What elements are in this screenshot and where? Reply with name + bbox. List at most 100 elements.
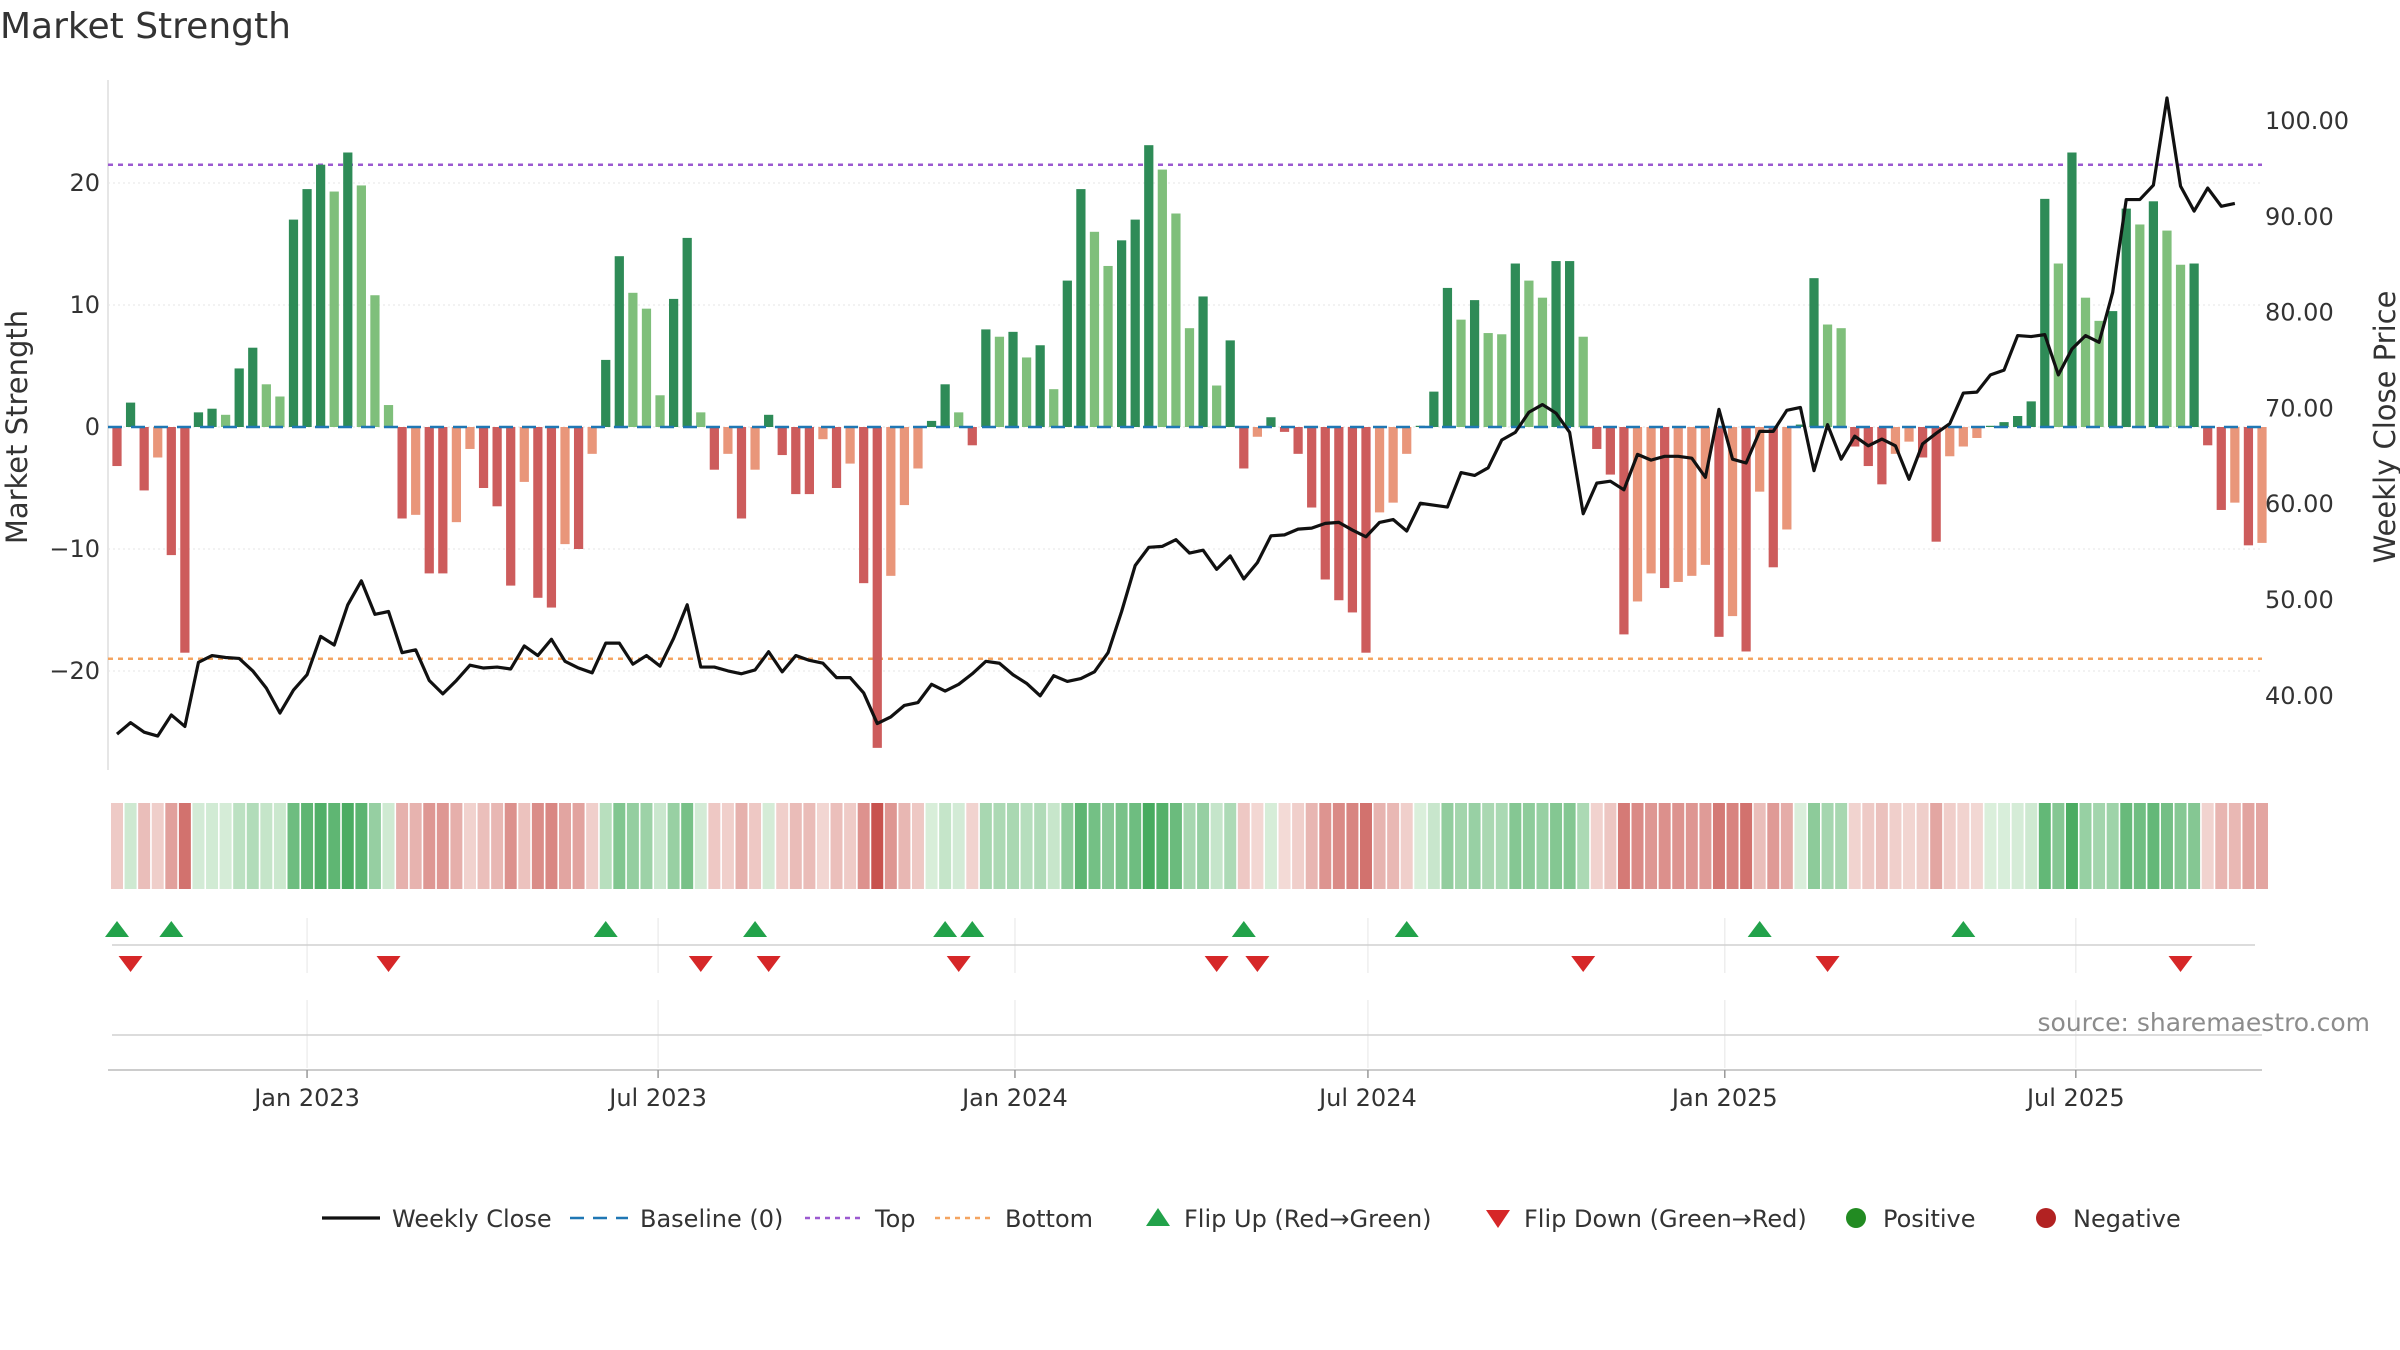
- strength-bar: [1157, 169, 1167, 427]
- strength-bar: [2135, 224, 2145, 427]
- heat-cell: [1916, 803, 1929, 889]
- strength-bar: [1958, 427, 1968, 447]
- heat-cell: [559, 803, 571, 889]
- strength-bar: [859, 427, 869, 584]
- strength-bar: [1239, 427, 1249, 469]
- heat-cell: [1115, 803, 1128, 889]
- strength-bar: [601, 359, 611, 427]
- heat-cell: [993, 803, 1006, 889]
- heat-cell: [409, 803, 422, 889]
- heat-cell: [1617, 803, 1630, 889]
- strength-bar: [1605, 427, 1615, 475]
- left-axis-title: Market Strength: [0, 310, 34, 544]
- heat-cell: [2188, 803, 2201, 889]
- heat-cell: [1305, 803, 1318, 889]
- heat-cell: [1251, 803, 1264, 889]
- strength-bar: [2175, 264, 2186, 427]
- heat-cell: [1007, 803, 1019, 889]
- date-axis: Jan 2023 Jul 2023 Jan 2024 Jul 2024 Jan 2025…: [108, 1069, 2262, 1112]
- strength-bar: [682, 237, 692, 427]
- legend-label: Flip Down (Green→Red): [1524, 1205, 1807, 1233]
- heat-cell: [273, 803, 286, 889]
- heat-cell: [138, 803, 151, 889]
- strength-bar: [1212, 385, 1222, 427]
- heat-cell: [1156, 803, 1169, 889]
- heat-cell: [396, 803, 409, 889]
- x-tick-label: Jan 2023: [252, 1084, 360, 1112]
- heat-cell: [654, 803, 667, 889]
- heat-cell: [2242, 803, 2255, 889]
- heat-cell: [1631, 803, 1644, 889]
- strength-bar: [940, 384, 950, 427]
- strength-bar: [1225, 340, 1235, 427]
- flip-up-marker: [159, 921, 184, 937]
- heat-cell: [1183, 803, 1196, 889]
- strength-bar: [1361, 427, 1371, 653]
- strength-bar: [1497, 334, 1507, 427]
- strength-bar: [1877, 427, 1887, 485]
- heat-cell: [681, 803, 694, 889]
- heat-cell: [1536, 803, 1549, 889]
- heat-cell: [2120, 803, 2133, 889]
- flip-down-marker: [376, 956, 401, 972]
- strength-bar: [655, 395, 665, 427]
- strength-bar: [1184, 328, 1195, 427]
- strength-bar: [207, 408, 217, 427]
- strength-bar: [329, 191, 339, 427]
- strength-bar: [2013, 416, 2023, 427]
- right-tick-label: 50.00: [2265, 586, 2334, 614]
- heat-cell: [1740, 803, 1753, 889]
- heat-cell: [1550, 803, 1563, 889]
- strength-bar: [913, 427, 923, 469]
- heat-cell: [450, 803, 463, 889]
- strength-bar: [777, 427, 787, 456]
- strength-bar: [316, 164, 326, 427]
- left-axis: 20 10 0 −10 −20 Market Strength: [0, 169, 100, 685]
- heat-cell: [1604, 803, 1617, 889]
- heat-cell: [1074, 803, 1087, 889]
- heat-cell: [504, 803, 517, 889]
- heat-cell: [1102, 803, 1115, 889]
- heat-cell: [721, 803, 734, 889]
- strength-bar: [248, 347, 258, 427]
- heat-cell: [1645, 803, 1658, 889]
- strength-bar: [478, 427, 489, 488]
- strength-bar: [641, 308, 652, 427]
- flip-down-marker: [118, 956, 143, 972]
- heat-cell: [1753, 803, 1766, 889]
- strength-bar: [1524, 280, 1534, 427]
- strength-bar: [112, 427, 122, 467]
- strength-bar: [397, 427, 407, 519]
- heat-cell: [328, 803, 341, 889]
- flip-down-marker: [1245, 956, 1270, 972]
- heat-cell: [979, 803, 992, 889]
- heat-cell: [2038, 803, 2051, 889]
- heat-cell: [1142, 803, 1155, 889]
- heat-cell: [966, 803, 979, 889]
- empty-panel: [112, 1000, 2262, 1068]
- strength-bar: [886, 427, 896, 576]
- heat-cell: [1427, 803, 1440, 889]
- strength-bar: [465, 427, 475, 449]
- heat-cell: [803, 803, 816, 889]
- heat-cell: [1712, 803, 1725, 889]
- heat-cell: [1984, 803, 1997, 889]
- heat-cell: [531, 803, 544, 889]
- strength-bar: [1130, 219, 1140, 427]
- heat-cell: [491, 803, 504, 889]
- heat-cell: [1387, 803, 1400, 889]
- strength-bar: [1062, 280, 1072, 427]
- heat-cell: [1482, 803, 1495, 889]
- legend-negative-swatch: [2036, 1208, 2056, 1228]
- heat-cell: [545, 803, 558, 889]
- strength-bar: [587, 427, 597, 454]
- strength-bar: [1999, 422, 2009, 427]
- strength-bar: [926, 420, 937, 427]
- strength-bar: [1456, 319, 1466, 427]
- left-tick-label: −20: [49, 657, 100, 685]
- strength-bar: [709, 427, 719, 470]
- heat-cell: [1332, 803, 1345, 889]
- heat-cell: [871, 803, 884, 889]
- flip-up-marker: [743, 921, 768, 937]
